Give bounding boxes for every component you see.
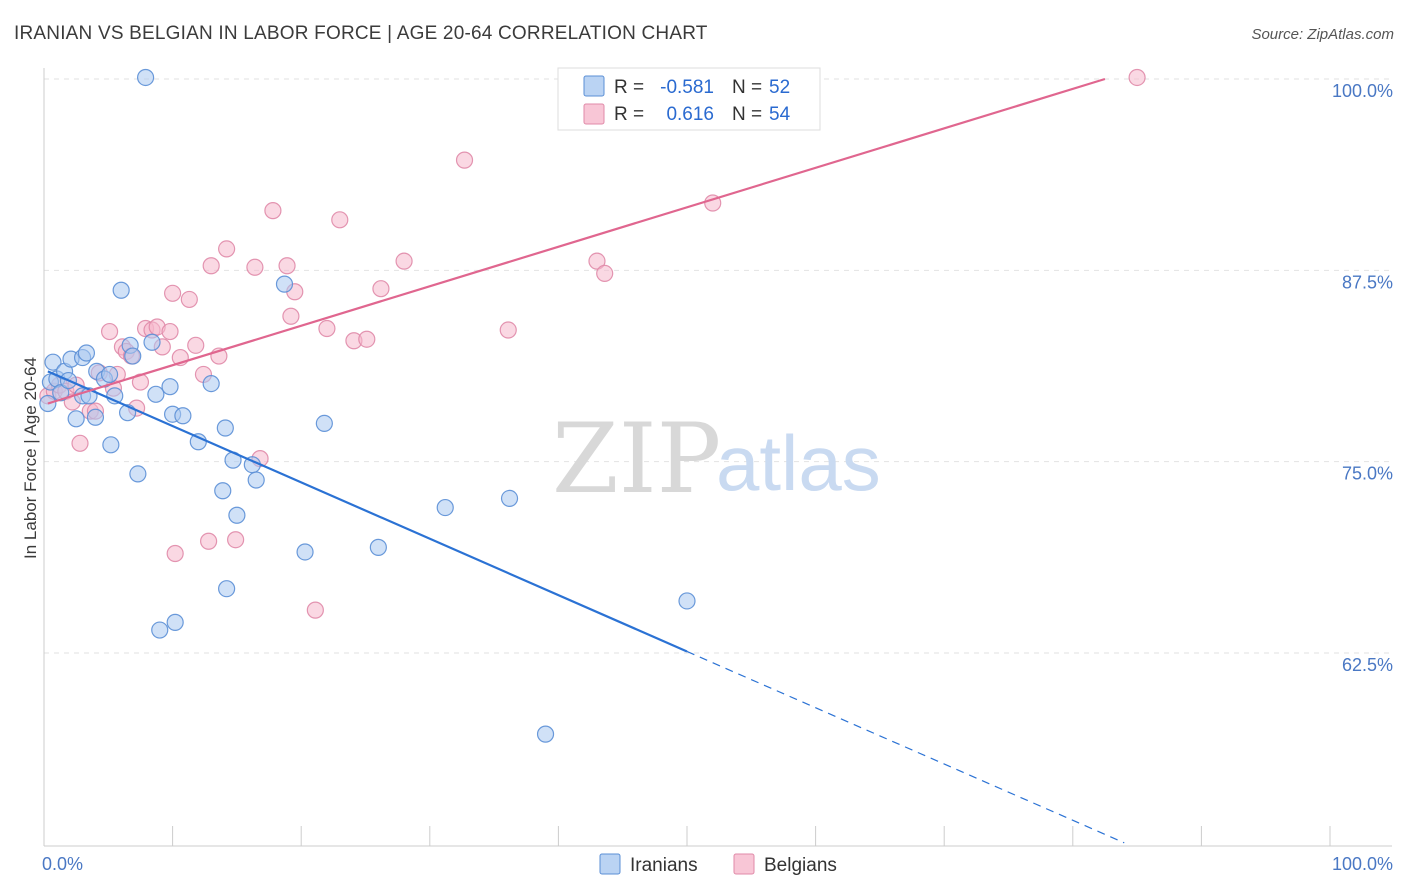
iranian-point-31 — [174, 407, 192, 425]
iranian-point-36 — [218, 580, 236, 598]
y-axis-title: In Labor Force | Age 20-64 — [21, 357, 40, 559]
iranian-point-44 — [369, 538, 387, 556]
chart-title: IRANIAN VS BELGIAN IN LABOR FORCE | AGE … — [14, 23, 708, 44]
stats-legend: R = -0.581 N = 52 R = 0.616 N = 54 — [557, 67, 821, 131]
iranian-point-48 — [678, 592, 696, 610]
iranian-point-11 — [77, 344, 96, 362]
x-tick-label-1: 100.0% — [1332, 854, 1393, 874]
iranian-point-47 — [536, 725, 555, 743]
belgian-point-32 — [218, 240, 236, 258]
legend-n-value-iranians: 52 — [769, 77, 790, 98]
belgian-point-49 — [588, 252, 606, 270]
iranian-point-33 — [202, 375, 220, 393]
belgian-point-48 — [499, 321, 517, 339]
belgian-point-27 — [187, 336, 205, 354]
iranian-point-34 — [214, 482, 232, 500]
iranian-point-8 — [67, 410, 85, 428]
iranian-point-41 — [275, 275, 294, 293]
belgian-point-22 — [161, 322, 179, 341]
watermark: ZIP atlas — [552, 403, 881, 515]
belgian-point-36 — [264, 202, 282, 220]
belgian-point-37 — [278, 257, 296, 275]
iranian-point-46 — [500, 489, 519, 508]
axes — [43, 68, 1392, 847]
iranian-point-43 — [315, 414, 333, 432]
belgian-point-33 — [227, 531, 245, 549]
iranian-point-22 — [124, 347, 142, 365]
data-points — [39, 68, 1146, 743]
belgian-point-41 — [318, 319, 336, 338]
iranian-point-27 — [151, 621, 169, 639]
belgian-point-50 — [596, 264, 614, 282]
belgian-point-30 — [202, 257, 220, 275]
belgian-point-24 — [166, 544, 184, 563]
y-tick-label-2: 87.5% — [1342, 272, 1393, 292]
bottom-legend-label-belgians: Belgians — [764, 855, 837, 876]
belgian-point-42 — [331, 211, 349, 229]
belgian-point-44 — [358, 330, 376, 348]
iranian-point-4 — [52, 384, 70, 402]
iranian-point-17 — [102, 436, 120, 454]
iranian-point-38 — [228, 506, 246, 524]
iranian-point-35 — [216, 419, 234, 437]
legend-swatch-belgians — [583, 103, 605, 125]
iranian-point-2 — [44, 353, 62, 371]
y-tick-labels: 62.5% 75.0% 87.5% 100.0% — [1332, 81, 1393, 675]
iranian-point-26 — [147, 385, 165, 403]
iranians-trend-line — [47, 370, 688, 653]
bottom-legend-swatch-belgians — [733, 853, 755, 875]
belgian-point-26 — [180, 290, 198, 309]
iranian-point-40 — [247, 471, 265, 489]
belgian-point-38 — [282, 307, 300, 325]
iranians-trend-extension — [686, 650, 1125, 844]
bottom-legend-swatch-iranians — [599, 853, 621, 875]
legend-n-label-belgians: N = — [732, 104, 762, 125]
legend-n-value-belgians: 54 — [769, 104, 791, 125]
iranian-point-45 — [436, 498, 454, 517]
legend-r-value-iranians: -0.581 — [660, 77, 714, 98]
belgian-point-40 — [306, 601, 324, 619]
belgian-point-29 — [200, 532, 218, 550]
iranian-point-28 — [161, 378, 179, 396]
belgian-point-23 — [164, 284, 182, 302]
legend-r-label-belgians: R = — [614, 104, 644, 125]
legend-r-label-iranians: R = — [614, 77, 644, 98]
y-tick-label-3: 100.0% — [1332, 81, 1393, 101]
iranian-point-13 — [86, 408, 105, 426]
iranian-point-23 — [129, 465, 147, 483]
iranian-point-24 — [136, 68, 155, 87]
belgian-point-52 — [1128, 68, 1146, 87]
x-tick-label-0: 0.0% — [42, 854, 83, 874]
trend-lines — [47, 77, 1125, 844]
iranian-point-16 — [100, 365, 119, 384]
bottom-legend-label-iranians: Iranians — [630, 855, 698, 876]
belgian-point-10 — [100, 322, 119, 341]
legend-r-value-belgians: 0.616 — [666, 104, 714, 125]
iranian-point-19 — [112, 281, 130, 299]
iranian-point-42 — [296, 543, 314, 561]
y-tick-label-1: 75.0% — [1342, 464, 1393, 484]
legend-n-label-iranians: N = — [732, 77, 762, 98]
belgian-point-6 — [71, 434, 89, 452]
belgians-trend-line — [47, 77, 1106, 405]
x-tick-labels: 0.0% 100.0% — [42, 854, 1393, 874]
watermark-atlas: atlas — [716, 419, 881, 507]
iranian-point-25 — [143, 333, 161, 351]
belgian-point-45 — [372, 280, 390, 298]
belgian-point-34 — [246, 258, 264, 276]
y-tick-label-0: 62.5% — [1342, 655, 1393, 675]
belgian-point-47 — [455, 151, 474, 169]
belgian-point-46 — [395, 252, 413, 270]
chart-source: Source: ZipAtlas.com — [1251, 26, 1394, 43]
legend-swatch-iranians — [583, 75, 605, 97]
grid-lines — [44, 78, 1392, 654]
iranian-point-30 — [166, 613, 184, 631]
series-legend: Iranians Belgians — [599, 853, 837, 876]
watermark-zip: ZIP — [552, 403, 721, 515]
